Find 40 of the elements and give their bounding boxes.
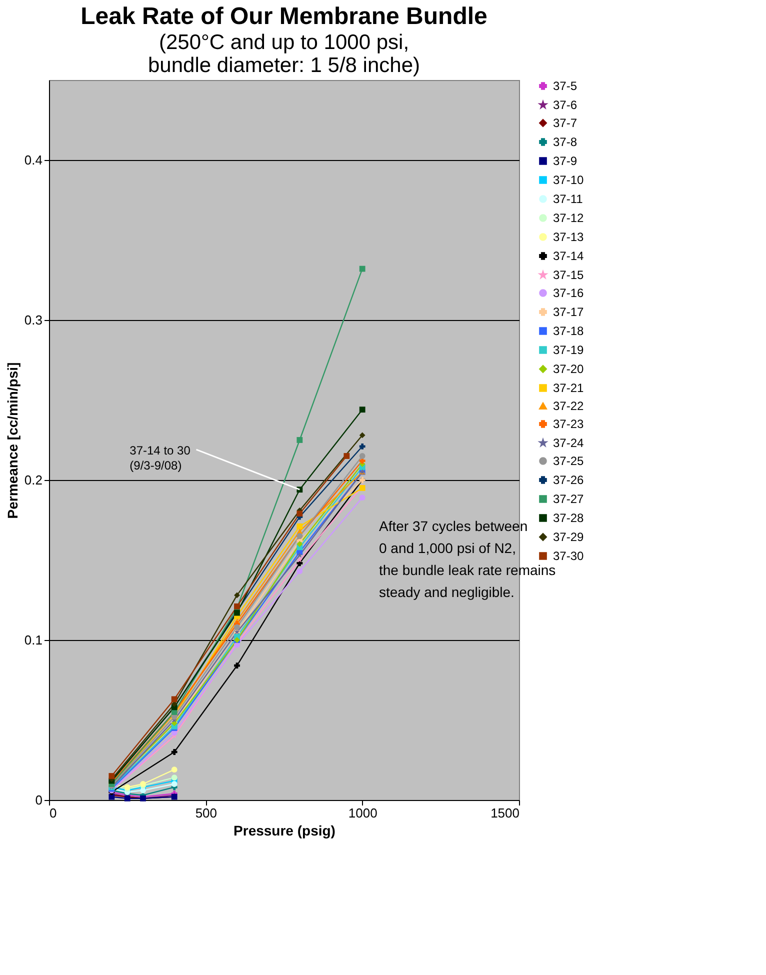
y-tick-label: 0.3 [24,312,42,328]
x-tick-label: 0 [50,806,57,820]
legend-label: 37-29 [553,530,584,544]
chart-subtitle: (250°C and up to 1000 psi, bundle diameter: 1 5/8 inche) [148,31,420,77]
y-tick-label: 0 [35,792,42,808]
annotation: 37-14 to 30 (9/3-9/08) [130,444,191,473]
legend-label: 37-28 [553,511,584,525]
legend-label: 37-17 [553,305,584,319]
legend-label: 37-30 [553,549,584,563]
legend-label: 37-5 [553,79,578,93]
x-axis-title: Pressure (psig) [234,822,336,838]
legend-label: 37-24 [553,436,584,450]
legend-label: 37-11 [553,192,584,206]
legend-label: 37-7 [553,116,578,130]
legend-label: 37-8 [553,135,578,149]
legend-label: 37-12 [553,211,584,225]
legend-label: 37-27 [553,492,584,506]
legend-label: 37-23 [553,417,584,431]
legend-label: 37-26 [553,473,584,487]
chart-title: Leak Rate of Our Membrane Bundle [80,3,488,30]
y-axis-title: Permeance [cc/min/psi] [4,362,20,519]
legend-label: 37-14 [553,249,584,263]
legend-label: 37-22 [553,399,584,413]
legend-label: 37-21 [553,381,584,395]
legend-label: 37-20 [553,362,584,376]
legend-label: 37-9 [553,154,578,168]
x-tick-label: 500 [195,806,218,820]
legend-label: 37-19 [553,343,584,357]
y-tick-label: 0.2 [24,472,42,488]
legend-label: 37-25 [553,454,584,468]
legend-label: 37-10 [553,173,584,187]
x-tick-label: 1500 [490,806,520,820]
legend-label: 37-6 [553,98,578,112]
legend-label: 37-16 [553,286,584,300]
x-tick-label: 1000 [348,806,378,820]
y-tick-label: 0.4 [24,152,42,168]
legend-label: 37-15 [553,268,584,282]
legend-label: 37-18 [553,324,584,338]
legend-label: 37-13 [553,230,584,244]
y-tick-label: 0.1 [24,632,42,648]
